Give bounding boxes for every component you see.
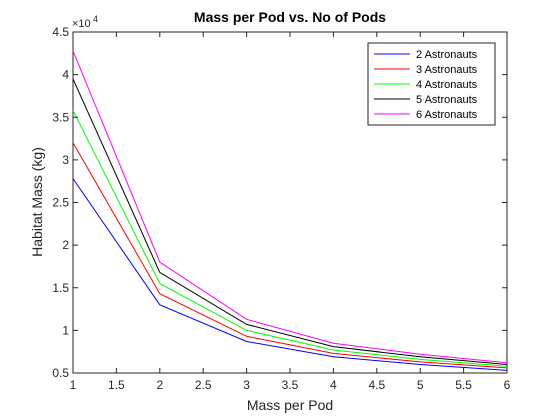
x-tick-label: 6 [504, 378, 511, 392]
y-multiplier-exponent: 4 [93, 14, 98, 24]
y-multiplier-base: ×10 [72, 18, 91, 30]
y-tick-label: 2.5 [52, 196, 69, 210]
ticks-layer: 1 1.5 2 2.5 3 3.5 4 4.5 5 5.5 60.511.522.533.544.5 [52, 25, 510, 392]
legend-entry-label: 2 Astronauts [416, 49, 478, 61]
legend-entry-label: 3 Astronauts [416, 64, 478, 76]
x-tick-label: 5.5 [455, 378, 472, 392]
x-tick-label: 3 [243, 378, 250, 392]
legend-entry-label: 4 Astronauts [416, 79, 478, 91]
y-tick-label: 1 [62, 323, 69, 337]
legend-entry-label: 5 Astronauts [416, 94, 478, 106]
y-tick-label: 4 [62, 68, 69, 82]
x-tick-label: 4.5 [368, 378, 385, 392]
y-tick-label: 4.5 [52, 25, 69, 39]
y-axis-label: Habitat Mass (kg) [29, 147, 45, 257]
series-line-5 [72, 50, 508, 364]
y-tick-label: 1.5 [52, 281, 69, 295]
x-tick-label: 3.5 [282, 378, 299, 392]
x-tick-label: 2 [156, 378, 163, 392]
y-tick-label: 3 [62, 153, 69, 167]
series-line-2 [72, 142, 508, 369]
x-tick-label: 5 [417, 378, 424, 392]
series-line-1 [72, 178, 508, 371]
x-axis-label: Mass per Pod [247, 397, 333, 413]
legend-entry-label: 6 Astronauts [416, 109, 478, 121]
y-tick-label: 3.5 [52, 110, 69, 124]
x-tick-label: 1.5 [108, 378, 125, 392]
series-line-3 [72, 110, 508, 367]
x-tick-label: 2.5 [195, 378, 212, 392]
series-line-4 [72, 78, 508, 365]
y-tick-label: 0.5 [52, 366, 69, 380]
legend: 2 Astronauts 3 Astronauts 4 Astronauts 5 As… [367, 42, 496, 126]
y-tick-label: 2 [62, 238, 69, 252]
x-tick-label: 1 [70, 378, 77, 392]
chart-title: Mass per Pod vs. No of Pods [194, 9, 386, 25]
x-tick-label: 4 [330, 378, 337, 392]
series-layer [72, 50, 508, 371]
